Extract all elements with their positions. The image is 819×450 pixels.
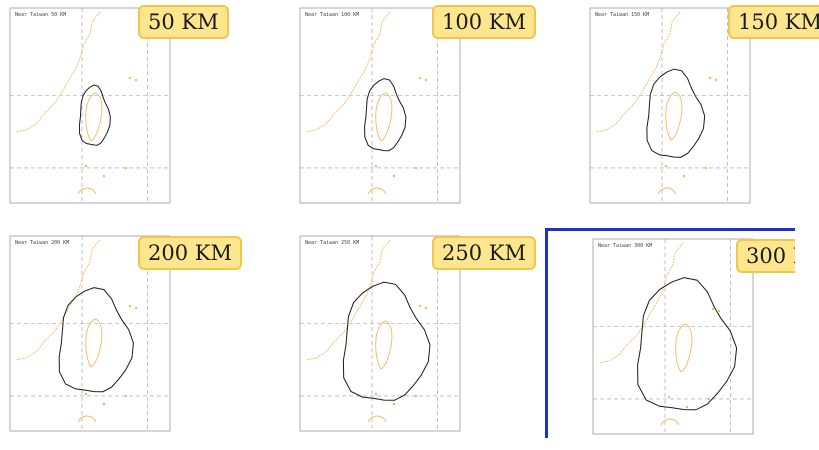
map-canvas: Near Taiwan 300 KM — [592, 238, 754, 435]
distance-contour — [342, 281, 431, 401]
coastline — [595, 11, 718, 195]
distance-contour — [637, 277, 738, 411]
radius-badge: 150 KM — [728, 5, 819, 39]
map-panel-200km[interactable]: Near Taiwan 200 KM 200 KM — [0, 228, 250, 438]
distance-contour — [646, 68, 706, 158]
map-frame — [592, 238, 754, 435]
taiwan-coastline — [85, 318, 103, 368]
map-canvas: Near Taiwan 50 KM — [9, 7, 171, 204]
map-frame — [9, 7, 171, 204]
map-canvas: Near Taiwan 200 KM — [9, 235, 171, 432]
map-frame — [299, 7, 461, 204]
taiwan-coastline — [85, 92, 103, 142]
map-panel-150km[interactable]: Near Taiwan 150 KM 150 KM — [580, 0, 819, 210]
taiwan-coastline — [375, 92, 393, 142]
coastline — [305, 239, 428, 423]
map-title: Near Taiwan 200 KM — [15, 240, 69, 246]
map-grid — [593, 239, 753, 434]
map-grid — [300, 8, 460, 203]
map-panel-100km[interactable]: Near Taiwan 100 KM 100 KM — [290, 0, 540, 210]
coastline — [15, 11, 138, 195]
taiwan-coastline — [375, 320, 393, 370]
map-grid — [10, 8, 170, 203]
map-title: Near Taiwan 250 KM — [305, 240, 359, 246]
map-panel-250km[interactable]: Near Taiwan 250 KM 250 KM — [290, 228, 540, 438]
map-title: Near Taiwan 300 KM — [598, 243, 652, 249]
coastline — [598, 242, 721, 426]
radius-badge: 250 KM — [432, 236, 536, 270]
radius-badge: 300 KM — [736, 239, 795, 273]
taiwan-coastline — [665, 91, 683, 141]
map-panel-300km[interactable]: Near Taiwan 300 KM 300 KM — [545, 228, 795, 438]
distance-contour — [364, 78, 407, 152]
radius-badge: 200 KM — [138, 236, 242, 270]
map-title: Near Taiwan 100 KM — [305, 12, 359, 18]
map-title: Near Taiwan 50 KM — [15, 12, 66, 18]
radius-badge: 50 KM — [138, 5, 229, 39]
coastline — [305, 11, 428, 195]
map-grid — [590, 8, 750, 203]
map-title: Near Taiwan 150 KM — [595, 12, 649, 18]
map-frame — [589, 7, 751, 204]
map-panel-50km[interactable]: Near Taiwan 50 KM 50 KM — [0, 0, 250, 210]
map-canvas: Near Taiwan 150 KM — [589, 7, 751, 204]
coastline — [15, 239, 138, 423]
distance-contour — [78, 84, 111, 146]
distance-contour — [58, 287, 134, 393]
map-canvas: Near Taiwan 100 KM — [299, 7, 461, 204]
radius-badge: 100 KM — [432, 5, 536, 39]
taiwan-coastline — [675, 323, 693, 373]
